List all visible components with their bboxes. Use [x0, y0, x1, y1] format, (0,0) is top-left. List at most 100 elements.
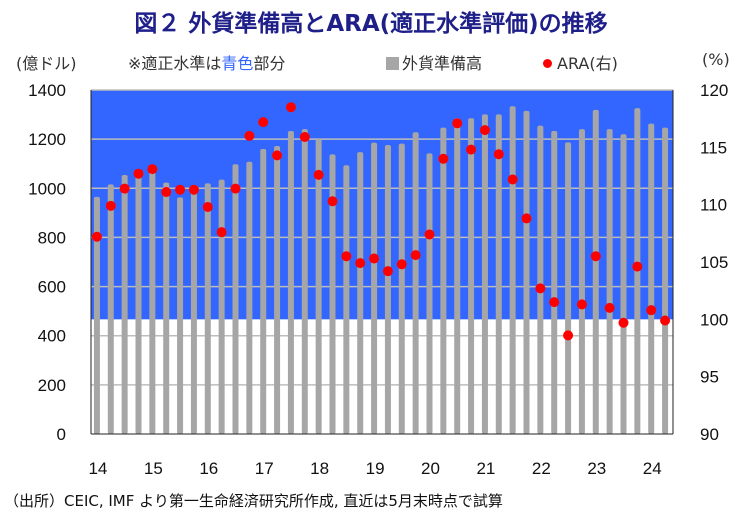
ara-dot: [382, 266, 393, 277]
right-tick-label: 115: [700, 138, 727, 157]
right-tick-label: 105: [700, 253, 728, 272]
ara-dot: [369, 253, 380, 264]
reserve-bar: [301, 129, 308, 434]
x-tick-label: 16: [199, 459, 218, 478]
right-tick-label: 120: [700, 81, 728, 100]
ara-dot: [91, 231, 102, 242]
reserve-bar: [204, 183, 211, 434]
reserve-bar: [468, 118, 475, 434]
chart-title: 図２ 外貨準備高とARA(適正水準評価)の推移: [134, 11, 608, 37]
reserve-bar: [287, 131, 294, 434]
ara-dot: [299, 132, 310, 143]
reserve-bar: [343, 165, 350, 434]
left-tick-label: 1400: [28, 81, 66, 100]
reserve-bar: [620, 134, 627, 434]
x-tick-label: 22: [532, 459, 551, 478]
ara-dot: [535, 283, 546, 294]
left-tick-label: 400: [38, 327, 66, 346]
ara-dot: [493, 149, 504, 160]
ara-dot: [632, 261, 643, 272]
reserve-bar: [149, 166, 156, 434]
reserve-bar: [481, 114, 488, 434]
x-tick-label: 15: [144, 459, 163, 478]
reserve-bar: [163, 182, 170, 434]
ara-dot: [549, 297, 560, 308]
legend-bars: 外貨準備高: [386, 50, 482, 74]
ara-dot: [660, 315, 671, 326]
ara-dot: [216, 227, 227, 238]
reserve-bar: [523, 110, 530, 434]
right-tick-label: 95: [700, 368, 719, 387]
reserve-bar: [648, 123, 655, 435]
reserve-bar: [329, 154, 336, 434]
reserve-bar: [232, 164, 239, 434]
ara-dot: [161, 187, 172, 198]
note-blue: 青色: [221, 54, 254, 73]
reserve-bar: [93, 196, 100, 434]
reserve-bar: [592, 109, 599, 434]
reserve-bar: [371, 142, 378, 434]
left-tick-label: 600: [38, 278, 66, 297]
ara-dot: [188, 184, 199, 195]
reserve-bar: [315, 139, 322, 434]
ara-dot: [202, 201, 213, 212]
legend-dots: ARA(右): [543, 50, 618, 74]
right-axis-unit: (%): [702, 50, 730, 69]
ara-dot: [230, 183, 241, 194]
ara-dot: [618, 317, 629, 328]
ara-dot: [355, 258, 366, 269]
reserve-bar: [190, 188, 197, 434]
left-tick-label: 0: [57, 425, 66, 444]
reserve-bar: [246, 161, 253, 434]
reserve-bar: [551, 131, 558, 434]
left-tick-label: 1200: [28, 130, 66, 149]
ara-dot: [604, 302, 615, 313]
x-tick-label: 21: [476, 459, 495, 478]
right-tick-label: 90: [700, 425, 719, 444]
ara-dot: [313, 169, 324, 180]
reserve-bar: [357, 152, 364, 434]
note-suffix: 部分: [253, 54, 286, 73]
ara-dot: [424, 229, 435, 240]
right-tick-label: 110: [700, 196, 727, 215]
ara-dot: [285, 102, 296, 113]
ara-dot: [438, 153, 449, 164]
reserve-bar: [398, 143, 405, 434]
legend-bars-label: 外貨準備高: [402, 54, 483, 73]
reserve-bar: [454, 118, 461, 434]
x-tick-label: 17: [255, 459, 274, 478]
x-tick-label: 19: [366, 459, 385, 478]
reserve-bar: [260, 148, 267, 434]
reserve-bar: [274, 146, 281, 434]
reserve-bar: [426, 153, 433, 434]
right-tick-label: 100: [700, 310, 728, 329]
reserve-bar: [495, 114, 502, 434]
left-tick-label: 200: [38, 376, 66, 395]
ara-dot: [521, 213, 532, 224]
reserve-bar: [662, 127, 669, 434]
ara-dot: [244, 130, 255, 141]
reserve-bar: [218, 179, 225, 434]
reserve-bar: [177, 197, 184, 434]
ara-dot: [119, 183, 130, 194]
ara-dot: [576, 299, 587, 310]
ara-dot: [466, 144, 477, 155]
reserve-bar: [509, 106, 516, 435]
reserve-bar: [384, 145, 391, 435]
reserve-bar: [606, 129, 613, 434]
x-tick-label: 20: [421, 459, 440, 478]
legend-dots-label: ARA(右): [557, 54, 618, 73]
ara-dot: [133, 168, 144, 179]
ara-dot: [507, 174, 518, 185]
reserve-bar: [537, 125, 544, 434]
ara-dot: [396, 259, 407, 270]
x-tick-label: 18: [310, 459, 329, 478]
ara-dot: [590, 251, 601, 262]
ara-dot: [258, 117, 269, 128]
ara-dot: [147, 164, 158, 175]
reserve-bar: [565, 142, 572, 434]
ara-dot: [563, 330, 574, 341]
x-tick-label: 23: [587, 459, 606, 478]
ara-dot: [327, 196, 338, 207]
